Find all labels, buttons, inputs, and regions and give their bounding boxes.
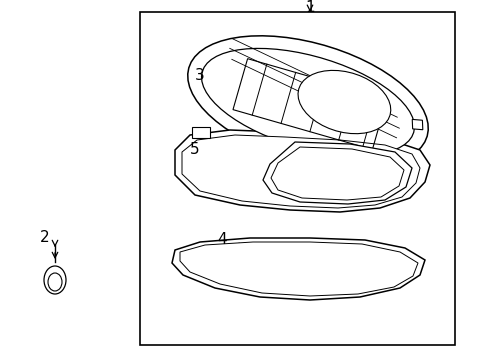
Ellipse shape: [44, 266, 66, 294]
Bar: [140, 12, 454, 345]
Polygon shape: [172, 238, 424, 300]
Polygon shape: [175, 130, 429, 212]
Text: 2: 2: [40, 230, 50, 246]
Polygon shape: [297, 71, 390, 134]
Polygon shape: [263, 142, 411, 204]
Ellipse shape: [48, 273, 62, 291]
Polygon shape: [411, 120, 422, 130]
Polygon shape: [187, 36, 427, 168]
Text: 4: 4: [217, 233, 226, 248]
Text: 1: 1: [305, 0, 314, 15]
Bar: [192, 127, 209, 138]
Polygon shape: [182, 135, 419, 208]
Text: 3: 3: [195, 68, 204, 82]
Polygon shape: [180, 242, 417, 296]
Polygon shape: [270, 147, 403, 200]
Polygon shape: [201, 48, 414, 156]
Text: 5: 5: [190, 143, 200, 157]
